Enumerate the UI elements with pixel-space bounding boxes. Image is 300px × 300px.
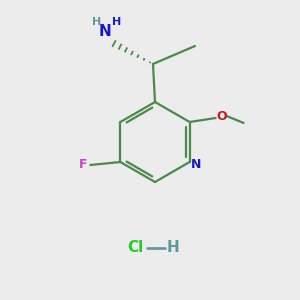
Text: H: H [112, 17, 122, 27]
Text: F: F [79, 158, 88, 172]
Text: H: H [92, 17, 102, 27]
Text: N: N [190, 158, 201, 170]
Text: H: H [167, 241, 179, 256]
Text: Cl: Cl [127, 241, 143, 256]
Text: N: N [99, 23, 111, 38]
Text: O: O [216, 110, 227, 122]
